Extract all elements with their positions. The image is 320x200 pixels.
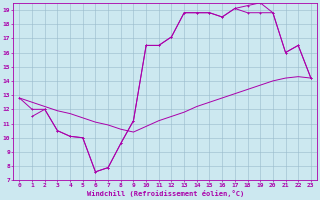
X-axis label: Windchill (Refroidissement éolien,°C): Windchill (Refroidissement éolien,°C): [86, 190, 244, 197]
